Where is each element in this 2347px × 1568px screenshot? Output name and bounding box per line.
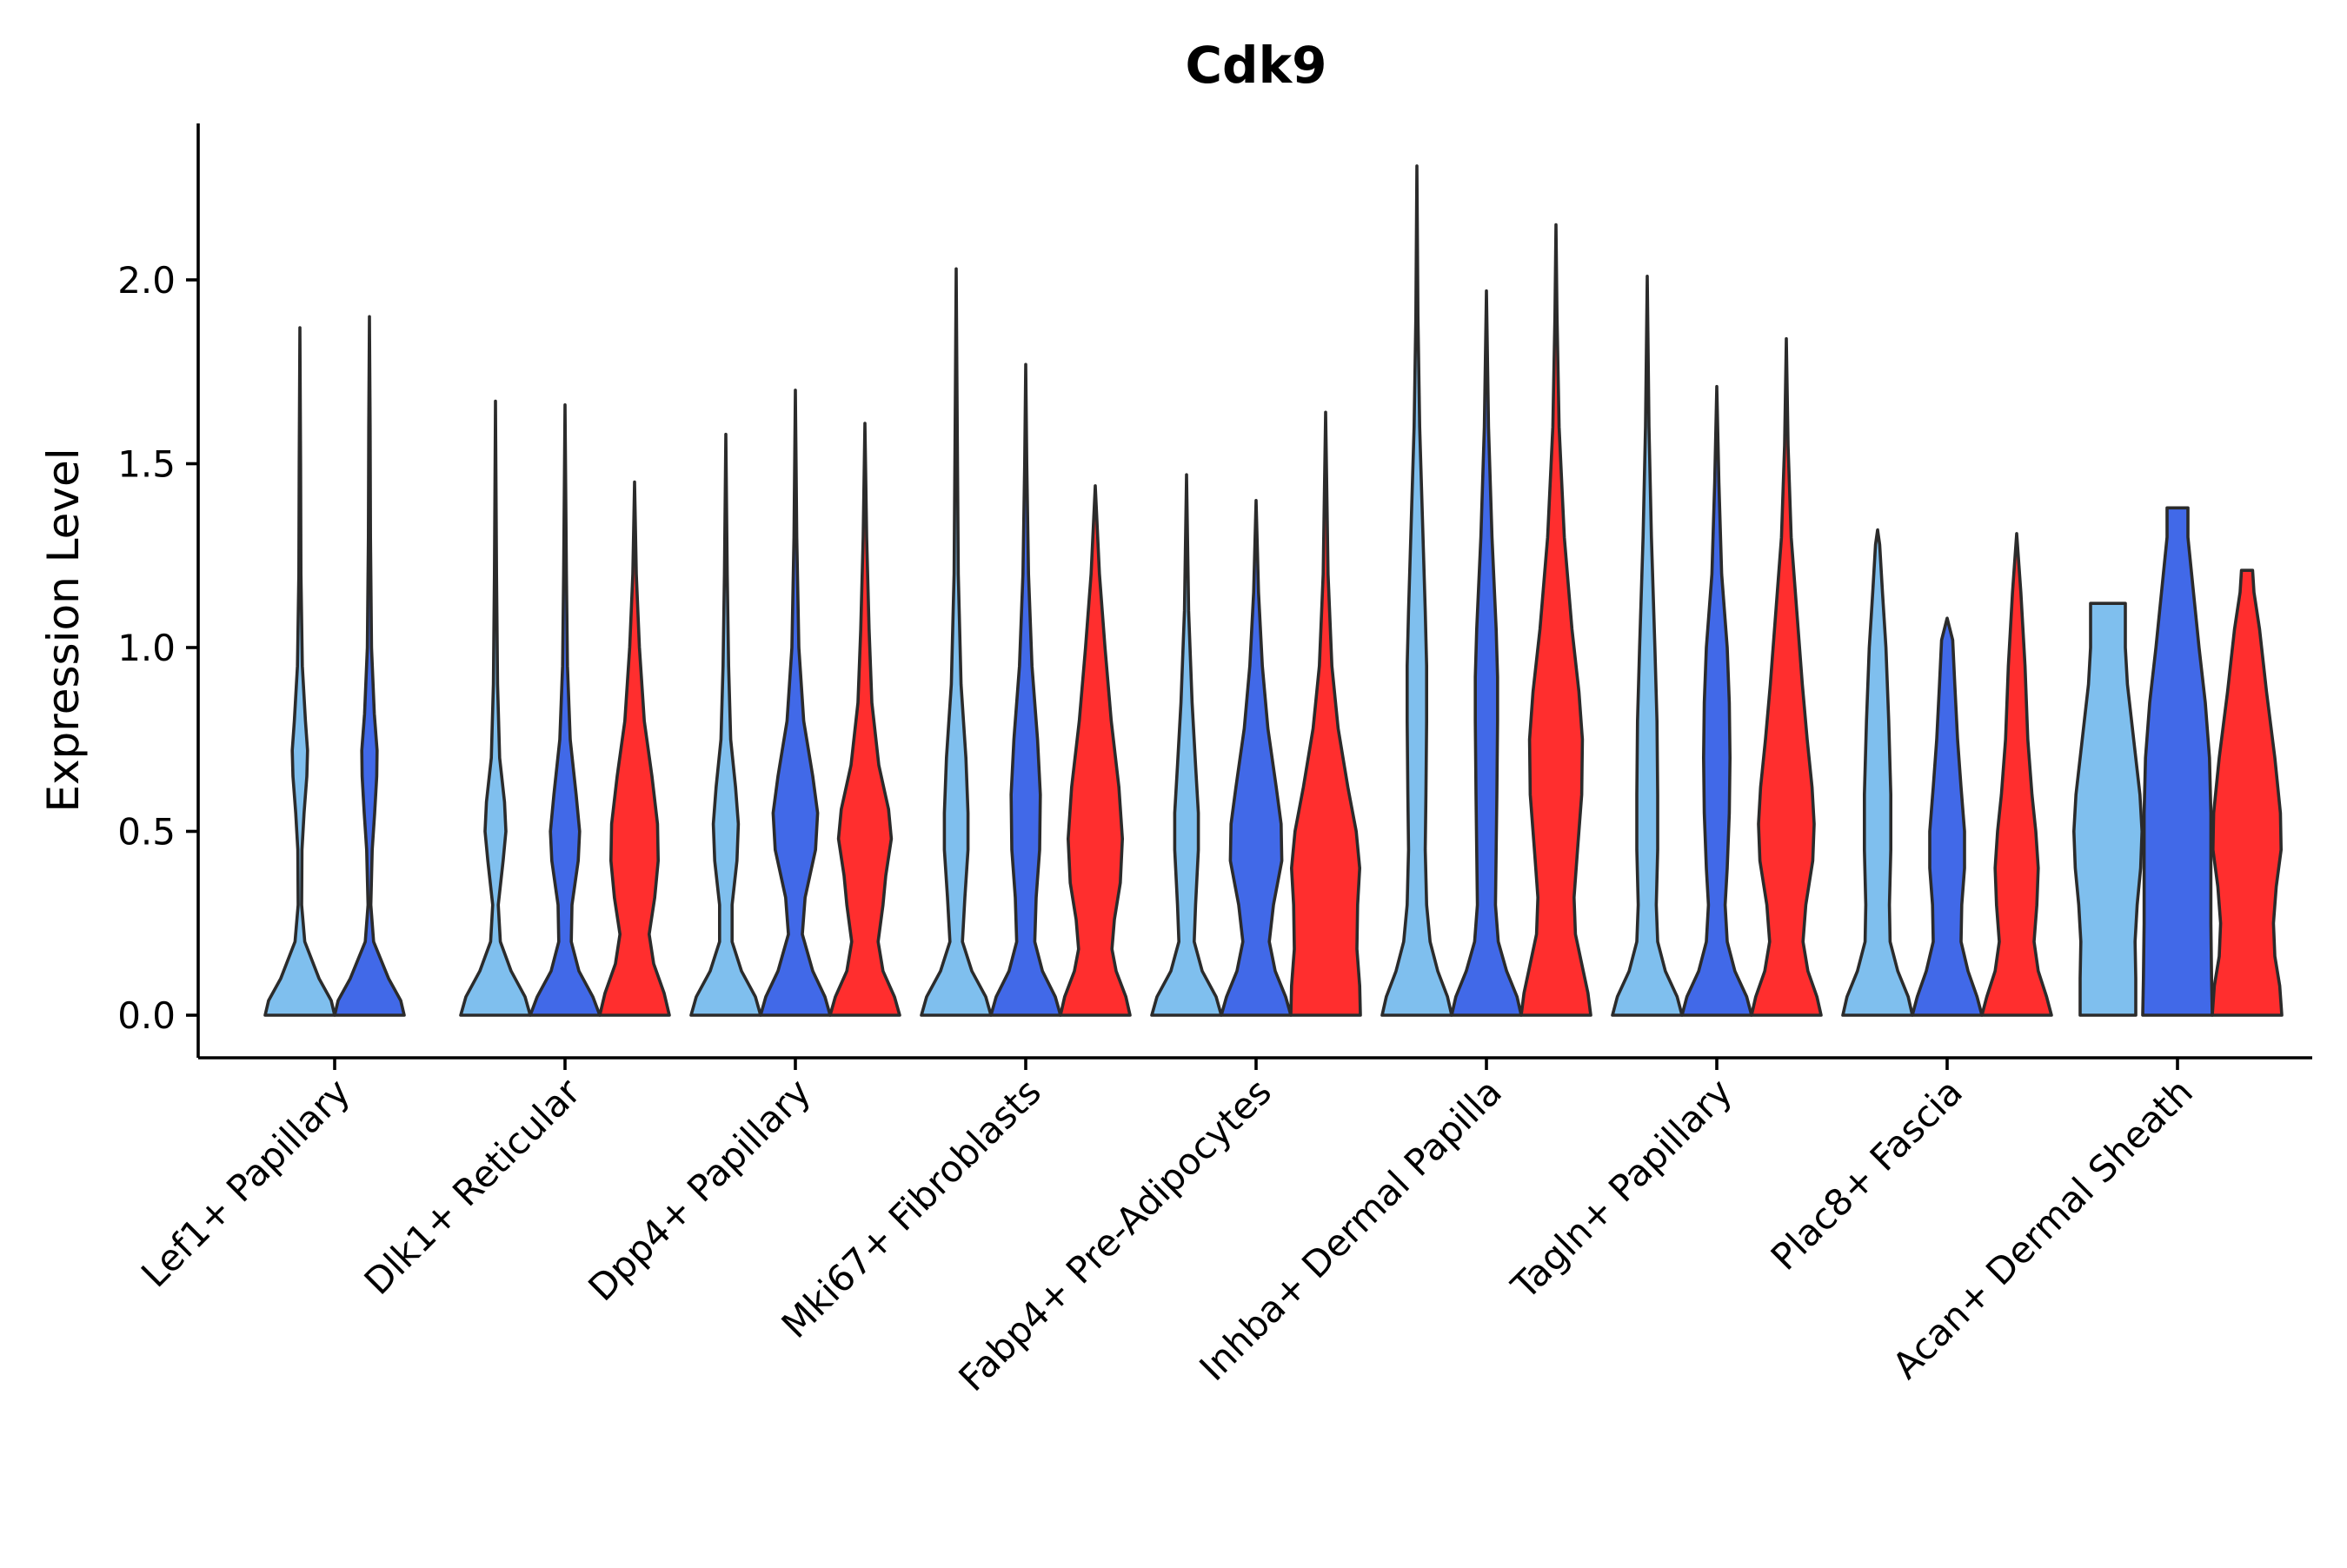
- violin-9-2: [2141, 506, 2214, 1017]
- y-tick-label: 0.0: [117, 994, 176, 1037]
- y-tick-label: 1.5: [117, 443, 176, 486]
- violin-8-1: [1841, 528, 1914, 1017]
- violin-6-2: [1450, 289, 1523, 1017]
- violin-8-2: [1911, 616, 1984, 1017]
- y-tick-label: 2.0: [117, 259, 176, 302]
- violin-4-1: [920, 267, 993, 1017]
- y-axis-label: Expression Level: [38, 448, 89, 812]
- y-tick-label: 0.5: [117, 811, 176, 854]
- violin-9-3: [2211, 568, 2284, 1017]
- violin-3-1: [689, 432, 762, 1017]
- violin-4-2: [989, 362, 1062, 1017]
- violin-2-3: [598, 480, 671, 1017]
- x-tick-label: Mki67+ Fibroblasts: [774, 1070, 1049, 1345]
- x-tick-label: Lef1+ Papillary: [133, 1070, 358, 1295]
- x-tick-label: Dpp4+ Papillary: [580, 1070, 819, 1309]
- x-tick-label: Tagln+ Papillary: [1503, 1070, 1740, 1307]
- violin-6-3: [1519, 223, 1592, 1017]
- violin-1-2: [333, 315, 406, 1017]
- violin-2-1: [459, 399, 532, 1017]
- violin-7-2: [1680, 384, 1753, 1017]
- violin-3-3: [828, 422, 901, 1017]
- violins-layer: [263, 164, 2284, 1017]
- chart-title: Cdk9: [1185, 36, 1326, 95]
- violin-8-3: [1980, 532, 2053, 1017]
- violin-4-3: [1059, 484, 1132, 1017]
- violin-5-1: [1150, 473, 1223, 1017]
- violin-1-1: [263, 326, 336, 1017]
- violin-9-1: [2072, 601, 2144, 1017]
- y-tick-label: 1.0: [117, 627, 176, 669]
- x-tick-label: Dlk1+ Reticular: [356, 1070, 589, 1303]
- violin-7-1: [1611, 275, 1684, 1017]
- violin-3-2: [759, 389, 832, 1017]
- violin-2-2: [529, 403, 602, 1017]
- y-axis-ticks: 0.0 0.5 1.0 1.5 2.0: [117, 259, 198, 1037]
- violin-5-3: [1289, 410, 1362, 1017]
- violin-5-2: [1220, 499, 1293, 1017]
- x-tick-label: Plac8+ Fascia: [1763, 1070, 1971, 1278]
- violin-6-1: [1380, 164, 1453, 1017]
- violin-7-3: [1750, 336, 1823, 1017]
